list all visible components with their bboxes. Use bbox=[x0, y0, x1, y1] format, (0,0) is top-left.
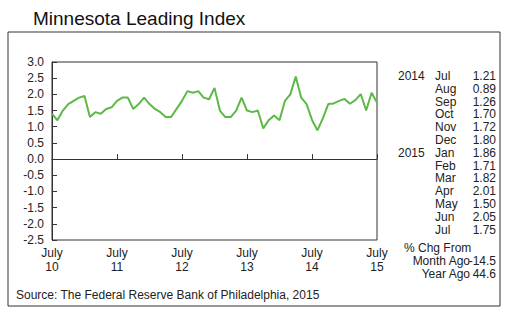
svg-text:1.80: 1.80 bbox=[472, 133, 496, 147]
svg-text:Jul: Jul bbox=[435, 69, 451, 83]
svg-text:2014: 2014 bbox=[398, 69, 425, 83]
svg-text:Aug: Aug bbox=[435, 81, 457, 96]
svg-text:2.01: 2.01 bbox=[472, 184, 496, 199]
svg-text:13: 13 bbox=[240, 260, 254, 274]
svg-text:-1.5: -1.5 bbox=[23, 201, 44, 215]
svg-text:Jun: Jun bbox=[435, 209, 455, 224]
svg-text:Minnesota Leading Index: Minnesota Leading Index bbox=[33, 8, 246, 29]
svg-text:Nov: Nov bbox=[435, 120, 457, 135]
svg-text:July: July bbox=[171, 246, 192, 260]
svg-text:July: July bbox=[236, 246, 257, 260]
svg-text:3.0: 3.0 bbox=[27, 55, 44, 69]
html-text:Month Ago -14.5: Month Ago -14.5 bbox=[412, 254, 496, 269]
svg-text:July: July bbox=[301, 246, 322, 260]
svg-text:1.86: 1.86 bbox=[472, 145, 496, 160]
svg-text:1.21: 1.21 bbox=[472, 69, 496, 83]
svg-text:Dec: Dec bbox=[435, 133, 457, 147]
svg-text:1.75: 1.75 bbox=[473, 223, 497, 237]
svg-text:11: 11 bbox=[111, 260, 124, 274]
svg-text:Sep: Sep bbox=[435, 94, 457, 109]
svg-text:Mar: Mar bbox=[435, 171, 456, 186]
svg-text:Source: The Federal Reserve Ba: Source: The Federal Reserve Bank of Phil… bbox=[16, 288, 320, 302]
svg-text:0.0: 0.0 bbox=[27, 152, 44, 166]
svg-text:1.82: 1.82 bbox=[472, 171, 496, 186]
svg-text:1.26: 1.26 bbox=[472, 94, 496, 109]
svg-text:Oct: Oct bbox=[435, 107, 454, 122]
svg-text:2.0: 2.0 bbox=[27, 87, 44, 101]
svg-text:2.05: 2.05 bbox=[472, 209, 496, 224]
svg-text:-2.5: -2.5 bbox=[23, 233, 44, 247]
svg-text:1.70: 1.70 bbox=[472, 107, 496, 122]
svg-text:Jul: Jul bbox=[435, 223, 450, 237]
svg-text:10: 10 bbox=[45, 260, 59, 274]
svg-text:1.0: 1.0 bbox=[27, 120, 44, 134]
svg-text:Feb: Feb bbox=[435, 158, 456, 173]
svg-text:0.5: 0.5 bbox=[27, 136, 44, 150]
svg-text:July: July bbox=[106, 246, 127, 260]
svg-text:1.50: 1.50 bbox=[472, 197, 496, 211]
svg-text:July: July bbox=[41, 246, 62, 260]
svg-text:0.89: 0.89 bbox=[472, 81, 496, 96]
svg-text:% Chg From: % Chg From bbox=[404, 241, 472, 256]
svg-text:15: 15 bbox=[370, 260, 384, 274]
svg-text:July: July bbox=[366, 246, 387, 260]
svg-text:44.6: 44.6 bbox=[473, 267, 497, 281]
svg-text:Apr: Apr bbox=[435, 184, 454, 199]
svg-text:14: 14 bbox=[305, 260, 319, 274]
svg-text:1.5: 1.5 bbox=[27, 104, 44, 118]
svg-text:2015: 2015 bbox=[398, 146, 425, 160]
svg-text:Jan: Jan bbox=[435, 145, 455, 160]
svg-text:12: 12 bbox=[175, 260, 189, 274]
svg-text:-2.0: -2.0 bbox=[23, 217, 44, 231]
svg-text:-1.0: -1.0 bbox=[23, 184, 44, 198]
svg-text:Year Ago: Year Ago bbox=[422, 267, 471, 281]
svg-text:May: May bbox=[435, 197, 458, 211]
svg-text:-0.5: -0.5 bbox=[23, 168, 44, 182]
svg-text:1.72: 1.72 bbox=[472, 120, 496, 135]
svg-text:2.5: 2.5 bbox=[27, 71, 44, 85]
svg-text:1.71: 1.71 bbox=[472, 158, 496, 173]
